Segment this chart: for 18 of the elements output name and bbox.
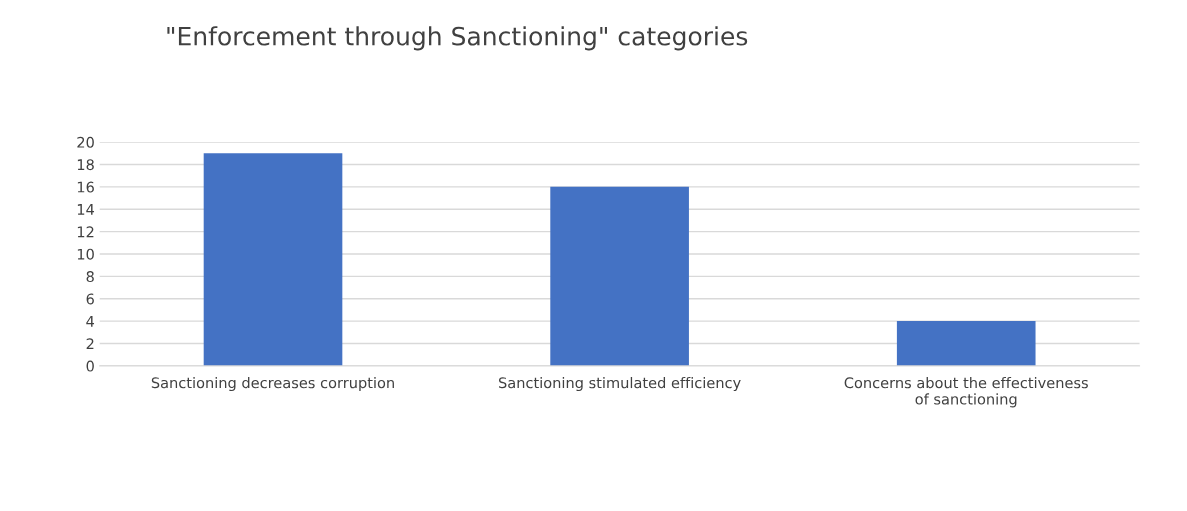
x-tick-label: Sanctioning decreases corruption — [151, 376, 394, 392]
bar — [896, 321, 1036, 366]
bar — [550, 186, 689, 366]
x-tick-label: Concerns about the effectiveness of sanctioning — [844, 376, 1088, 408]
y-tick-label: 12 — [77, 226, 94, 238]
y-tick-label: 4 — [86, 316, 95, 327]
y-tick-label: 8 — [86, 271, 94, 283]
x-tick-label: Sanctioning stimulated efficiency — [498, 376, 741, 392]
y-tick-label: 20 — [77, 136, 94, 148]
bar — [203, 153, 343, 366]
y-tick-label: 18 — [77, 159, 94, 171]
y-tick-label: 6 — [86, 293, 94, 305]
y-tick-label: 14 — [77, 204, 95, 215]
y-tick-label: 10 — [77, 248, 94, 260]
y-tick-label: 2 — [86, 338, 94, 350]
y-tick-label: 16 — [77, 181, 94, 193]
chart-title: "Enforcement through Sanctioning" categories — [167, 26, 748, 51]
y-tick-label: 0 — [86, 360, 94, 372]
